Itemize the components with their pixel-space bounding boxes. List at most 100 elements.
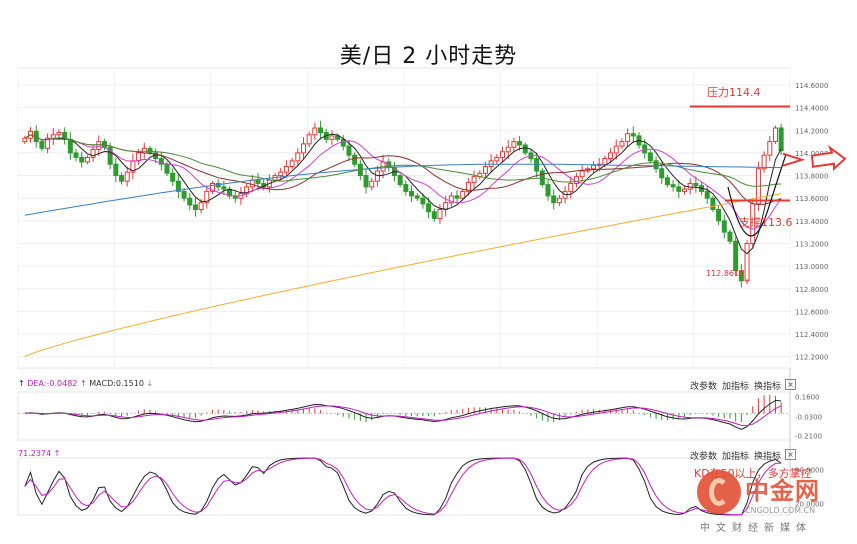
candle-body — [210, 182, 215, 192]
macd-y-tick-label: -0.2100 — [795, 433, 822, 441]
candle-body — [738, 270, 744, 282]
candle-body — [693, 182, 699, 187]
right-arrow-icon — [810, 144, 847, 171]
candle-body — [653, 160, 659, 170]
candle-body — [170, 172, 176, 182]
candle-body — [340, 138, 346, 147]
candle-body — [96, 141, 102, 151]
macd-dea-line — [24, 405, 782, 427]
macd-legend-macd: ↑ MACD:0.1510 ↓ — [80, 379, 154, 388]
candle-body — [312, 127, 318, 136]
candle-body — [90, 149, 96, 158]
up-arrow-icon: ↑ — [80, 379, 87, 388]
candle-body — [733, 240, 739, 272]
candle-body — [414, 195, 420, 199]
candle-body — [45, 137, 51, 149]
candle-body — [289, 160, 295, 167]
candle-body — [716, 209, 722, 222]
candle-body — [306, 134, 312, 145]
candle-body — [619, 141, 625, 147]
change-params-button[interactable]: 改参数 — [690, 452, 718, 462]
down-arrow-icon: ↓ — [146, 379, 154, 388]
ma-line-120 — [24, 193, 782, 358]
candle-body — [676, 186, 682, 192]
candle-body — [625, 133, 631, 143]
candle-body — [158, 158, 164, 165]
candle-body — [551, 195, 557, 204]
add-indicator-button[interactable]: 加指标 — [722, 452, 750, 462]
support-label: 支撑113.6 — [739, 216, 793, 229]
v-reversal-curve — [727, 153, 787, 237]
candle-body — [613, 145, 619, 154]
candle-body — [505, 146, 511, 153]
low-marker-label: 112.8610 — [706, 269, 745, 278]
candle-body — [591, 164, 596, 170]
kd-y-tick-label: 20.0000 — [795, 501, 824, 509]
candle-body — [545, 184, 551, 197]
candle-body — [721, 220, 727, 233]
main-y-tick-label: 112.4000 — [795, 331, 828, 339]
candle-body — [772, 127, 778, 143]
close-icon[interactable]: × — [785, 379, 796, 390]
candle-body — [710, 197, 716, 211]
candle-body — [630, 133, 636, 137]
candle-body — [664, 177, 670, 186]
resistance-label: 压力114.4 — [707, 86, 761, 99]
main-y-tick-label: 114.6000 — [795, 82, 828, 90]
watermark-tagline: 中文财经新媒体 — [700, 523, 812, 534]
change-params-button[interactable]: 改参数 — [690, 382, 718, 392]
macd-legend-dea: ↑ DEA:-0.0482 — [18, 379, 78, 388]
main-y-tick-label: 114.2000 — [795, 127, 828, 135]
candle-body — [465, 181, 471, 192]
main-y-tick-label: 113.8000 — [795, 173, 828, 181]
main-y-tick-label: 114.0000 — [795, 150, 828, 158]
candle-body — [187, 197, 193, 206]
candle-body — [608, 152, 614, 160]
candle-body — [761, 154, 767, 170]
kd-k-line — [24, 457, 782, 516]
up-arrow-icon: ↑ — [53, 449, 61, 458]
candle-body — [744, 242, 750, 282]
main-y-tick-label: 113.4000 — [795, 218, 828, 226]
candle-body — [56, 132, 62, 136]
candle-body — [113, 163, 119, 177]
candle-body — [420, 197, 426, 205]
candle-body — [181, 190, 187, 199]
cngold-logo-icon — [697, 470, 741, 514]
candle-body — [727, 231, 733, 242]
candle-body — [124, 171, 130, 182]
main-y-tick-label: 113.6000 — [795, 195, 828, 203]
candle-body — [107, 146, 113, 165]
candle-body — [488, 160, 494, 167]
add-indicator-button[interactable]: 加指标 — [722, 382, 750, 392]
candle-body — [494, 156, 500, 162]
candle-body — [283, 165, 289, 173]
candle-body — [198, 202, 204, 211]
main-y-tick-label: 112.8000 — [795, 286, 828, 294]
candle-body — [39, 141, 45, 149]
candle-body — [471, 176, 477, 183]
candle-body — [62, 132, 68, 140]
candle-body — [363, 175, 369, 188]
candle-body — [534, 158, 540, 172]
candle-body — [255, 179, 261, 184]
close-icon[interactable]: × — [785, 449, 796, 460]
candle-body — [397, 175, 403, 186]
candle-body — [579, 170, 585, 178]
candle-body — [500, 151, 506, 158]
candle-body — [318, 127, 324, 134]
candle-body — [482, 165, 488, 174]
candle-body — [403, 184, 409, 192]
main-y-tick-label: 112.2000 — [795, 354, 828, 362]
swap-indicator-button[interactable]: 换指标 — [754, 452, 782, 462]
candle-body — [642, 144, 648, 154]
ma-line-30 — [24, 134, 782, 187]
main-y-tick-label: 113.0000 — [795, 263, 828, 271]
candle-body — [511, 141, 517, 148]
candle-body — [73, 152, 79, 158]
candle-body — [300, 143, 306, 154]
main-y-tick-label: 113.2000 — [795, 240, 828, 248]
main-y-tick-label: 112.6000 — [795, 308, 828, 316]
swap-indicator-button[interactable]: 换指标 — [754, 382, 782, 392]
